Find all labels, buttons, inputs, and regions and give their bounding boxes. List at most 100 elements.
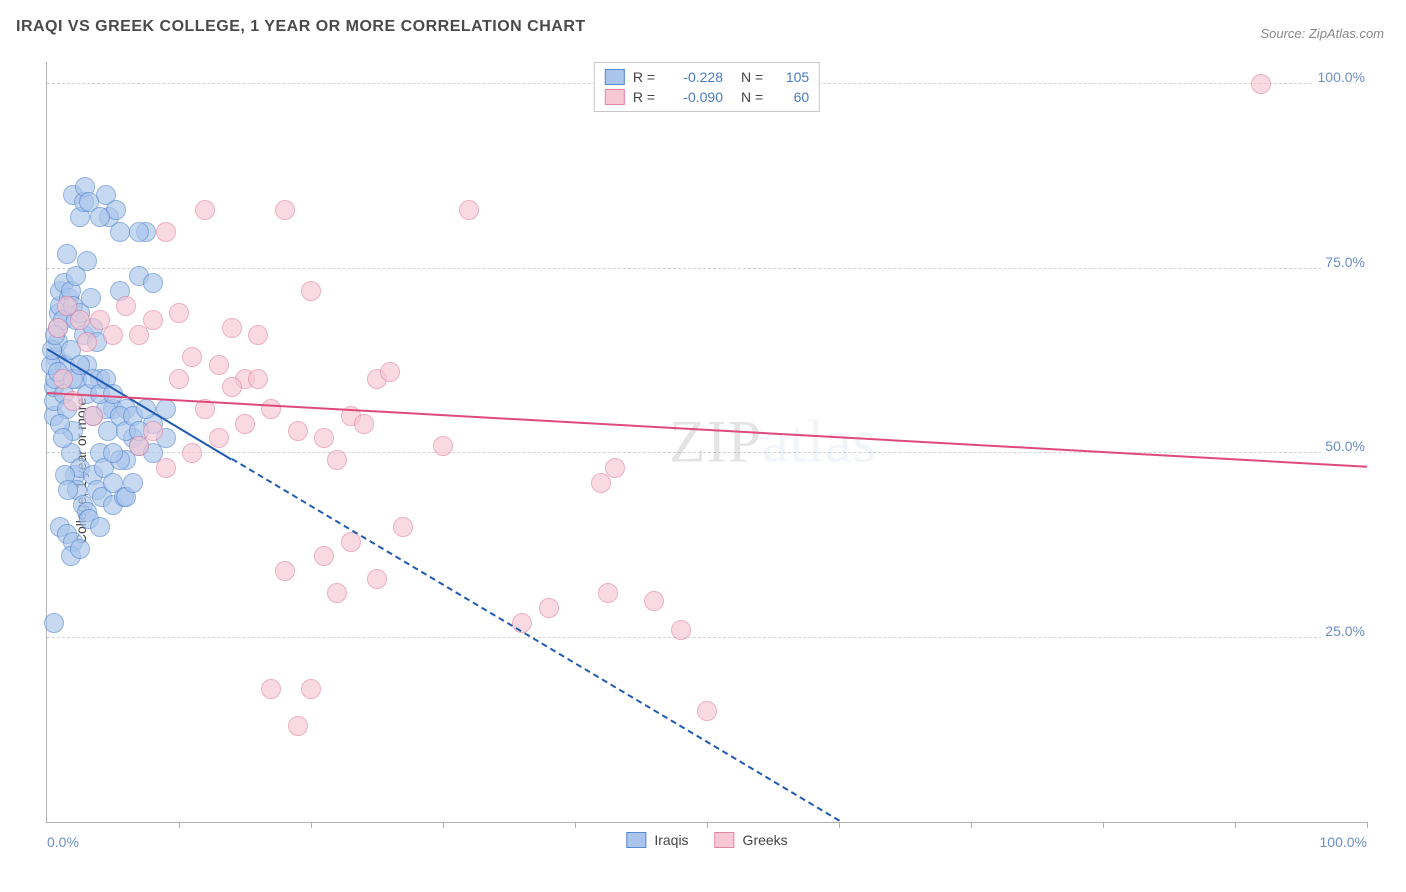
x-tick (1235, 822, 1236, 828)
data-point (83, 406, 103, 426)
plot-area: ZIPatlas R =-0.228N =105R =-0.090N =60 I… (46, 62, 1367, 823)
x-axis-label: 100.0% (1320, 834, 1367, 850)
data-point (209, 355, 229, 375)
data-point (169, 369, 189, 389)
data-point (116, 296, 136, 316)
data-point (393, 517, 413, 537)
data-point (301, 281, 321, 301)
legend-n-value: 105 (771, 69, 809, 85)
data-point (103, 443, 123, 463)
legend-swatch (605, 69, 625, 85)
legend-swatch (605, 89, 625, 105)
data-point (123, 473, 143, 493)
legend-stat-row: R = -0.090 N = 60 (605, 87, 809, 107)
data-point (81, 288, 101, 308)
legend-series-row: Iraqis (626, 832, 688, 848)
data-point (367, 569, 387, 589)
legend-series-name: Greeks (743, 832, 788, 848)
data-point (539, 598, 559, 618)
legend-series-row: Greeks (715, 832, 788, 848)
trend-line-dashed (231, 459, 839, 822)
data-point (70, 539, 90, 559)
x-tick (707, 822, 708, 828)
data-point (275, 561, 295, 581)
source-credit: Source: ZipAtlas.com (1260, 26, 1384, 41)
data-point (222, 318, 242, 338)
data-point (288, 716, 308, 736)
data-point (314, 428, 334, 448)
x-tick (1103, 822, 1104, 828)
x-tick (1367, 822, 1368, 828)
data-point (327, 583, 347, 603)
data-point (77, 251, 97, 271)
chart-container: College, 1 year or more ZIPatlas R =-0.2… (0, 50, 1406, 892)
x-tick (971, 822, 972, 828)
data-point (103, 325, 123, 345)
y-tick-label: 50.0% (1321, 438, 1369, 454)
data-point (53, 428, 73, 448)
series-legend: Iraqis Greeks (626, 832, 787, 848)
legend-r-label: R = (633, 89, 655, 105)
x-tick (311, 822, 312, 828)
data-point (459, 200, 479, 220)
data-point (143, 273, 163, 293)
legend-r-value: -0.090 (663, 89, 723, 105)
data-point (169, 303, 189, 323)
legend-swatch (626, 832, 646, 848)
legend-swatch (715, 832, 735, 848)
data-point (44, 613, 64, 633)
data-point (380, 362, 400, 382)
data-point (288, 421, 308, 441)
stats-legend: R = -0.228 N = 105 R = -0.090 N = 60 (594, 62, 820, 112)
data-point (110, 222, 130, 242)
data-point (261, 399, 281, 419)
data-point (58, 480, 78, 500)
data-point (314, 546, 334, 566)
x-tick (575, 822, 576, 828)
data-point (90, 517, 110, 537)
data-point (1251, 74, 1271, 94)
y-tick-label: 75.0% (1321, 254, 1369, 270)
x-tick (443, 822, 444, 828)
data-point (235, 414, 255, 434)
data-point (301, 679, 321, 699)
gridline (47, 268, 1367, 269)
chart-title: IRAQI VS GREEK COLLEGE, 1 YEAR OR MORE C… (16, 18, 586, 36)
legend-r-label: R = (633, 69, 655, 85)
data-point (70, 310, 90, 330)
legend-r-value: -0.228 (663, 69, 723, 85)
legend-n-label: N = (741, 89, 763, 105)
data-point (77, 332, 97, 352)
data-point (261, 679, 281, 699)
data-point (57, 244, 77, 264)
data-point (605, 458, 625, 478)
data-point (354, 414, 374, 434)
data-point (182, 347, 202, 367)
data-point (248, 369, 268, 389)
gridline (47, 637, 1367, 638)
data-point (129, 222, 149, 242)
data-point (671, 620, 691, 640)
data-point (327, 450, 347, 470)
data-point (697, 701, 717, 721)
legend-stat-row: R =-0.228N =105 (605, 67, 809, 87)
data-point (598, 583, 618, 603)
data-point (156, 458, 176, 478)
data-point (156, 222, 176, 242)
data-point (143, 421, 163, 441)
x-axis-label: 0.0% (47, 834, 79, 850)
watermark: ZIPatlas (669, 408, 877, 477)
data-point (90, 207, 110, 227)
legend-n-value: 60 (771, 89, 809, 105)
data-point (143, 310, 163, 330)
data-point (53, 369, 73, 389)
x-tick (179, 822, 180, 828)
y-tick-label: 100.0% (1314, 69, 1369, 85)
gridline (47, 452, 1367, 453)
y-tick-label: 25.0% (1321, 623, 1369, 639)
x-tick (839, 822, 840, 828)
legend-series-name: Iraqis (654, 832, 688, 848)
data-point (275, 200, 295, 220)
data-point (195, 200, 215, 220)
data-point (182, 443, 202, 463)
